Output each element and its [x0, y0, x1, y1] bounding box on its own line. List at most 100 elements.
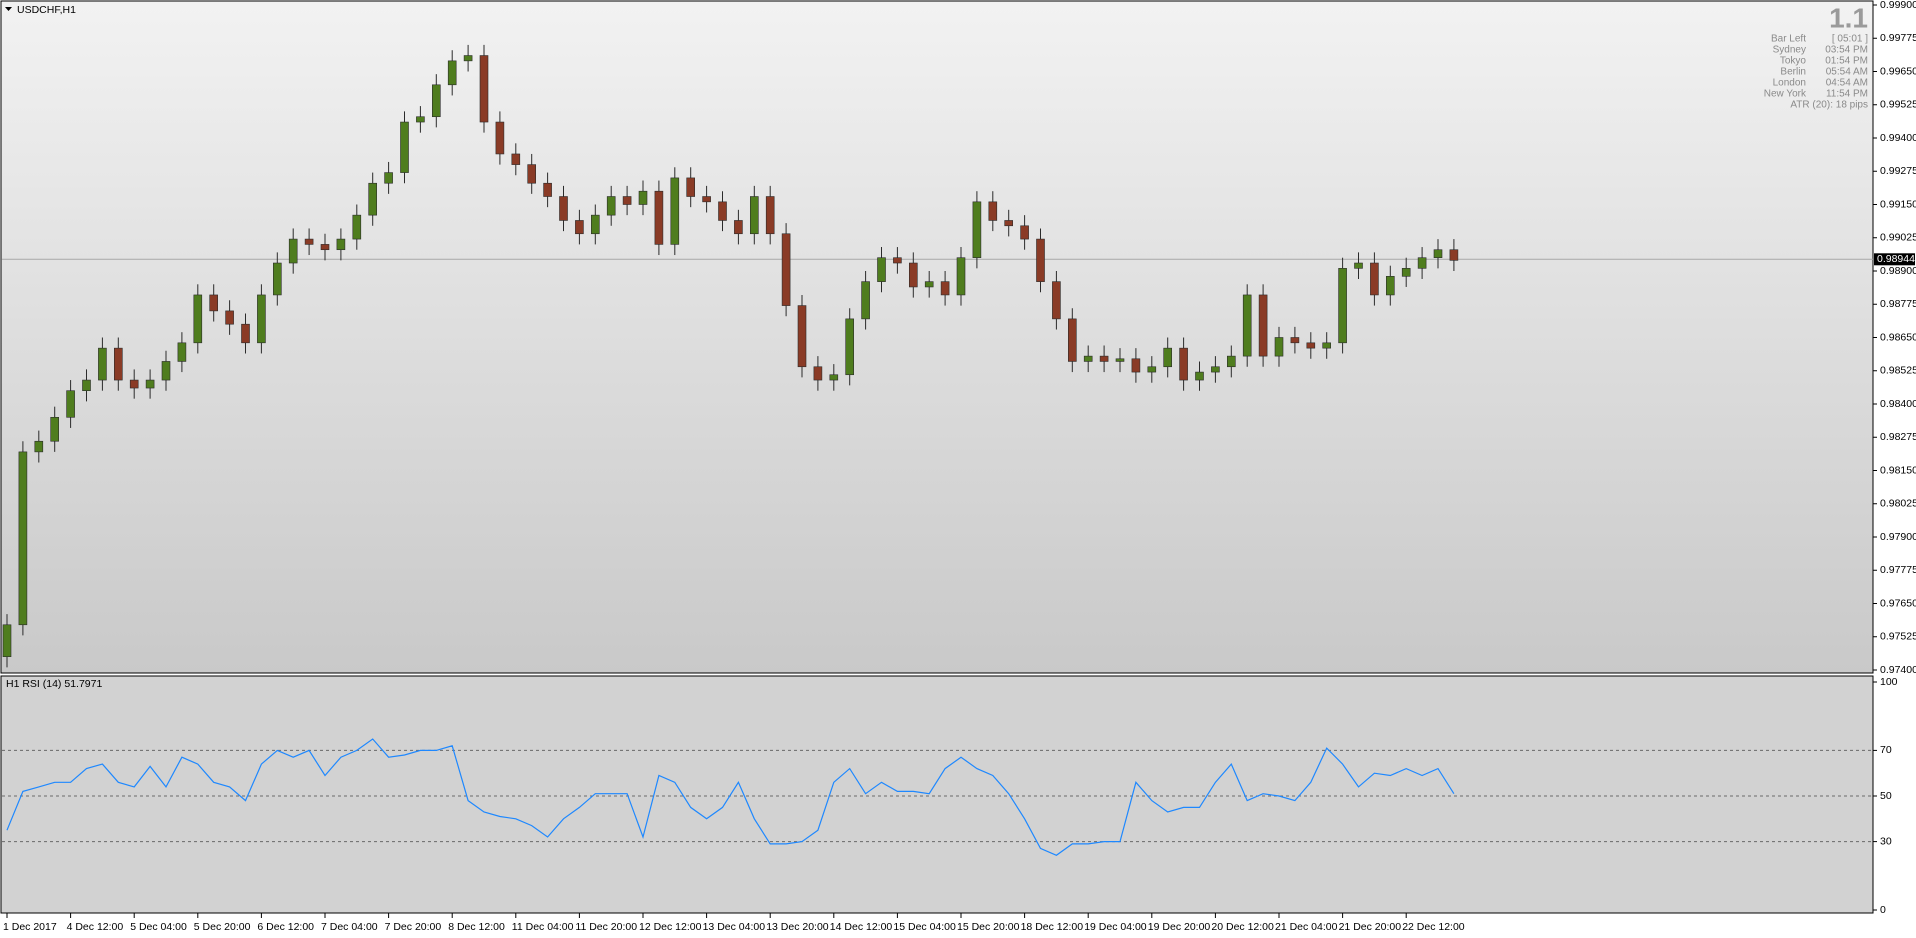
candle-body [288, 238, 298, 264]
x-tick-label: 13 Dec 04:00 [703, 921, 766, 933]
candle-body [1004, 220, 1014, 227]
candle-body [1068, 318, 1077, 362]
candle-body [654, 190, 664, 245]
y-tick-label: 0.98525 [1880, 365, 1916, 377]
candle-body [18, 451, 28, 626]
info-big: 1.1 [1829, 2, 1868, 33]
y-tick-label: 0.97400 [1880, 664, 1916, 676]
x-tick-label: 20 Dec 12:00 [1211, 921, 1274, 933]
x-tick-label: 5 Dec 04:00 [130, 921, 187, 933]
chart-title: USDCHF,H1 [17, 4, 76, 16]
candle-body [575, 220, 584, 235]
candle-body [1147, 366, 1157, 373]
y-tick-label: 0.99400 [1880, 132, 1916, 144]
rsi-pane [0, 675, 1874, 914]
candle-body [1433, 249, 1443, 259]
info-atr: ATR (20): 18 pips [1790, 100, 1868, 111]
x-tick-label: 19 Dec 04:00 [1084, 921, 1147, 933]
candle-body [797, 305, 807, 368]
candle-body [813, 366, 823, 381]
y-tick-label: 0.99150 [1880, 198, 1916, 210]
candle-body [1401, 268, 1411, 277]
candle-body [479, 55, 489, 123]
candle-body [749, 196, 759, 235]
candle-body [145, 379, 155, 389]
candle-body [241, 323, 250, 344]
x-tick-label: 8 Dec 12:00 [448, 921, 505, 933]
x-tick-label: 12 Dec 12:00 [639, 921, 702, 933]
candle-body [114, 347, 123, 381]
candle-body [1354, 262, 1363, 269]
y-tick-label: 100 [1880, 676, 1898, 688]
candle-body [527, 164, 537, 184]
candle-body [1258, 294, 1268, 357]
x-tick-label: 21 Dec 04:00 [1275, 921, 1338, 933]
y-tick-label: 0.99025 [1880, 232, 1916, 244]
candle-body [590, 214, 600, 235]
x-tick-label: 7 Dec 20:00 [385, 921, 442, 933]
candle-body [193, 294, 203, 344]
candle-body [129, 379, 139, 389]
candle-body [320, 244, 330, 251]
candle-body [1195, 371, 1204, 381]
y-tick-label: 0.99900 [1880, 0, 1916, 11]
candle-body [1449, 249, 1459, 261]
menu-triangle[interactable] [5, 7, 12, 11]
candle-body [686, 177, 696, 197]
x-tick-label: 5 Dec 20:00 [194, 921, 251, 933]
y-tick-label: 0.99275 [1880, 165, 1916, 177]
candle-body [718, 201, 727, 221]
candle-body [622, 196, 632, 205]
y-tick-label: 0.98650 [1880, 331, 1916, 343]
candle-body [177, 342, 187, 362]
candle-body [225, 310, 234, 325]
candle-body [272, 262, 282, 296]
y-tick-label: 0.98025 [1880, 498, 1916, 510]
y-tick-label: 0 [1880, 904, 1886, 916]
candle-body [543, 182, 552, 197]
y-tick-label: 0.98150 [1880, 464, 1916, 476]
x-tick-label: 11 Dec 20:00 [575, 921, 637, 933]
rsi-line [6, 738, 1455, 856]
candle-body [781, 233, 791, 306]
x-tick-label: 1 Dec 2017 [3, 921, 57, 933]
y-tick-label: 0.97525 [1880, 631, 1916, 643]
candle-body [257, 294, 266, 344]
info-value: 04:54 AM [1826, 78, 1868, 89]
candle-body [1242, 294, 1252, 357]
price-pane [0, 0, 1874, 674]
x-tick-label: 4 Dec 12:00 [67, 921, 124, 933]
candle-body [1370, 262, 1379, 296]
candle-body [495, 121, 505, 155]
candle-body [1052, 281, 1061, 320]
y-tick-label: 0.99775 [1880, 32, 1916, 44]
y-tick-label: 0.98400 [1880, 398, 1916, 410]
candle-body [2, 624, 12, 658]
candle-body [1211, 366, 1220, 373]
info-name: New York [1764, 89, 1807, 100]
x-tick-label: 21 Dec 20:00 [1339, 921, 1402, 933]
rsi-title: H1 RSI (14) 51.7971 [6, 678, 102, 690]
candle-body [161, 361, 171, 381]
info-name: London [1773, 78, 1806, 89]
x-tick-label: 22 Dec 12:00 [1402, 921, 1465, 933]
y-tick-label: 50 [1880, 790, 1892, 802]
candle-body [1417, 257, 1427, 269]
candle-body [861, 281, 870, 320]
candle-body [877, 257, 886, 282]
candle-body [400, 121, 409, 173]
candle-body [829, 374, 839, 381]
candle-body [1115, 358, 1125, 362]
candle-body [940, 281, 950, 296]
candle-body [82, 379, 91, 391]
x-tick-label: 19 Dec 20:00 [1148, 921, 1211, 933]
info-name: Berlin [1780, 67, 1806, 78]
y-tick-label: 70 [1880, 744, 1892, 756]
info-name: Sydney [1773, 45, 1806, 56]
info-value: 05:54 AM [1826, 67, 1868, 78]
y-tick-label: 30 [1880, 835, 1892, 847]
current-price-label: 0.98944 [1877, 253, 1915, 265]
candle-body [304, 238, 314, 245]
